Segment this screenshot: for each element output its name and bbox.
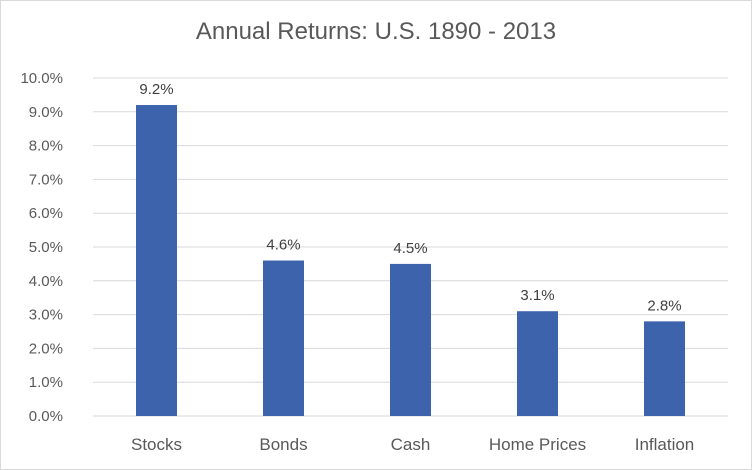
y-tick-label: 10.0% — [20, 70, 63, 87]
bar — [517, 311, 558, 416]
data-label: 3.1% — [520, 287, 554, 304]
data-labels: 9.2% 4.6% 4.5% 3.1% 2.8% — [139, 81, 681, 314]
y-tick-label: 0.0% — [29, 408, 63, 425]
bar — [644, 321, 685, 416]
x-category-label: Bonds — [259, 435, 307, 454]
x-category-label: Inflation — [635, 435, 695, 454]
x-category-label: Home Prices — [489, 435, 586, 454]
bar — [263, 260, 304, 416]
x-category-label: Cash — [391, 435, 431, 454]
y-tick-label: 1.0% — [29, 374, 63, 391]
chart-title: Annual Returns: U.S. 1890 - 2013 — [195, 18, 557, 45]
data-label: 4.6% — [266, 237, 300, 254]
y-tick-label: 3.0% — [29, 307, 63, 324]
bar — [136, 105, 177, 416]
y-tick-label: 4.0% — [29, 273, 63, 290]
data-label: 2.8% — [647, 297, 681, 314]
bars — [136, 105, 685, 416]
y-tick-label: 8.0% — [29, 138, 63, 155]
gridlines — [93, 77, 728, 417]
y-tick-label: 7.0% — [29, 171, 63, 188]
bar — [390, 263, 431, 416]
x-category-label: Stocks — [131, 435, 182, 454]
data-label: 4.5% — [393, 240, 427, 257]
y-tick-label: 2.0% — [29, 340, 63, 357]
y-tick-label: 5.0% — [29, 239, 63, 256]
y-tick-label: 6.0% — [29, 205, 63, 222]
y-tick-label: 9.0% — [29, 104, 63, 121]
x-axis-category-labels: Stocks Bonds Cash Home Prices Inflation — [131, 435, 694, 454]
y-axis-tick-labels: 0.0% 1.0% 2.0% 3.0% 4.0% 5.0% 6.0% 7.0% 8.0% 9.0%… — [20, 70, 63, 425]
data-label: 9.2% — [139, 81, 173, 98]
